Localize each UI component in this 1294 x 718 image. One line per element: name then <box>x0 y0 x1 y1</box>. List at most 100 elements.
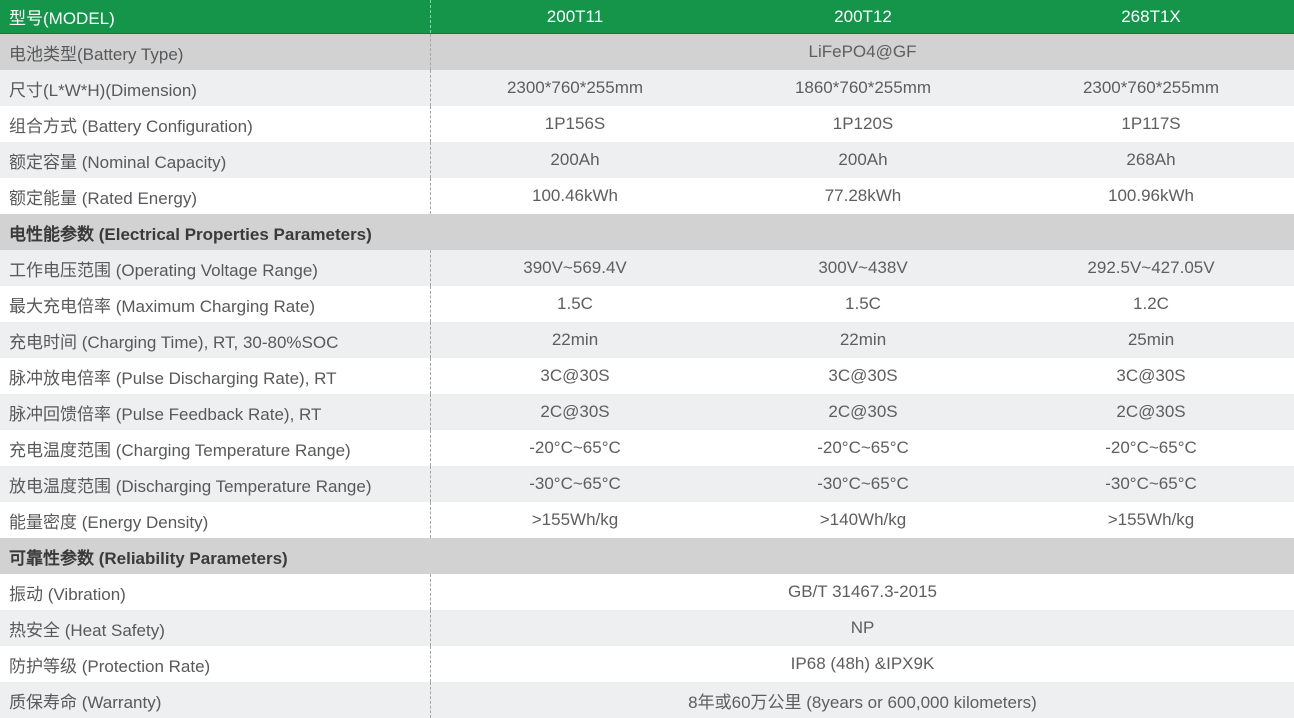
row-values: >155Wh/kg >140Wh/kg >155Wh/kg <box>430 502 1294 538</box>
row-values: 3C@30S 3C@30S 3C@30S <box>430 358 1294 394</box>
cell-value: 3C@30S <box>1116 366 1186 385</box>
row-values: 1P156S 1P120S 1P117S <box>430 106 1294 142</box>
table-row-rated-energy: 额定能量 (Rated Energy) 100.46kWh 77.28kWh 1… <box>0 178 1294 214</box>
cell-value: 390V~569.4V <box>523 258 627 277</box>
cell-value: 2C@30S <box>828 402 898 421</box>
cell-value: 100.46kWh <box>532 186 618 205</box>
cell-value: LiFePO4@GF <box>808 42 917 61</box>
row-values: 1.5C 1.5C 1.2C <box>430 286 1294 322</box>
header-row: 型号(MODEL) 200T11 200T12 268T1X <box>0 0 1294 34</box>
table-row-vibration: 振动 (Vibration) GB/T 31467.3-2015 <box>0 574 1294 610</box>
section-header-electrical: 电性能参数 (Electrical Properties Parameters) <box>0 214 1294 250</box>
table-row-battery-type: 电池类型(Battery Type) LiFePO4@GF <box>0 34 1294 70</box>
table-row-configuration: 组合方式 (Battery Configuration) 1P156S 1P12… <box>0 106 1294 142</box>
row-values: 2300*760*255mm 1860*760*255mm 2300*760*2… <box>430 70 1294 106</box>
row-label: 组合方式 (Battery Configuration) <box>9 116 253 136</box>
cell-value: -20°C~65°C <box>1105 438 1197 457</box>
cell-value: 200Ah <box>838 150 888 169</box>
cell-value: 2C@30S <box>540 402 610 421</box>
row-label: 充电时间 (Charging Time), RT, 30-80%SOC <box>9 332 339 352</box>
table-row-pulse-discharging: 脉冲放电倍率 (Pulse Discharging Rate), RT 3C@3… <box>0 358 1294 394</box>
row-label: 脉冲回馈倍率 (Pulse Feedback Rate), RT <box>9 404 322 424</box>
cell-value: 1P117S <box>1121 114 1181 133</box>
cell-value: 8年或60万公里 (8years or 600,000 kilometers) <box>688 692 1037 712</box>
cell-value: 300V~438V <box>818 258 908 277</box>
cell-value: >155Wh/kg <box>531 510 619 529</box>
row-label: 额定能量 (Rated Energy) <box>9 188 197 208</box>
cell-value: 292.5V~427.05V <box>1087 258 1215 277</box>
row-label: 能量密度 (Energy Density) <box>9 512 209 532</box>
cell-value: 22min <box>839 330 887 349</box>
cell-value: 1P120S <box>832 114 894 133</box>
cell-value: 268Ah <box>1126 150 1176 169</box>
row-values: 100.46kWh 77.28kWh 100.96kWh <box>430 178 1294 214</box>
row-label: 最大充电倍率 (Maximum Charging Rate) <box>9 296 316 316</box>
row-values: 2C@30S 2C@30S 2C@30S <box>430 394 1294 430</box>
table-row-warranty: 质保寿命 (Warranty) 8年或60万公里 (8years or 600,… <box>0 682 1294 718</box>
cell-value: 1.5C <box>845 294 881 313</box>
table-row-heat-safety: 热安全 (Heat Safety) NP <box>0 610 1294 646</box>
table-row-charging-temp: 充电温度范围 (Charging Temperature Range) -20°… <box>0 430 1294 466</box>
row-values: 390V~569.4V 300V~438V 292.5V~427.05V <box>430 250 1294 286</box>
model-header-200t12: 200T12 <box>834 6 892 26</box>
cell-value: >155Wh/kg <box>1107 510 1195 529</box>
section-title: 可靠性参数 (Reliability Parameters) <box>9 548 288 568</box>
row-label: 放电温度范围 (Discharging Temperature Range) <box>9 476 372 496</box>
row-values: 8年或60万公里 (8years or 600,000 kilometers) <box>430 682 1294 718</box>
table-row-discharging-temp: 放电温度范围 (Discharging Temperature Range) -… <box>0 466 1294 502</box>
cell-value: GB/T 31467.3-2015 <box>787 582 937 601</box>
row-label: 防护等级 (Protection Rate) <box>9 656 211 676</box>
table-row-protection-rate: 防护等级 (Protection Rate) IP68 (48h) &IPX9K <box>0 646 1294 682</box>
section-header-reliability: 可靠性参数 (Reliability Parameters) <box>0 538 1294 574</box>
row-label: 充电温度范围 (Charging Temperature Range) <box>9 440 351 460</box>
row-values: GB/T 31467.3-2015 <box>430 574 1294 610</box>
table-row-max-charging-rate: 最大充电倍率 (Maximum Charging Rate) 1.5C 1.5C… <box>0 286 1294 322</box>
cell-value: IP68 (48h) &IPX9K <box>790 654 935 673</box>
cell-value: -30°C~65°C <box>817 474 909 493</box>
cell-value: 2C@30S <box>1116 402 1186 421</box>
row-values: LiFePO4@GF <box>430 34 1294 70</box>
row-values: 22min 22min 25min <box>430 322 1294 358</box>
cell-value: 100.96kWh <box>1108 186 1194 205</box>
cell-value: 1860*760*255mm <box>794 78 932 97</box>
row-values: -20°C~65°C -20°C~65°C -20°C~65°C <box>430 430 1294 466</box>
row-values: NP <box>430 610 1294 646</box>
cell-value: 1.2C <box>1133 294 1169 313</box>
row-label: 电池类型(Battery Type) <box>9 44 184 64</box>
cell-value: NP <box>850 618 875 637</box>
row-label: 额定容量 (Nominal Capacity) <box>9 152 227 172</box>
cell-value: 1.5C <box>557 294 593 313</box>
row-label: 热安全 (Heat Safety) <box>9 620 165 640</box>
cell-value: 1P156S <box>544 114 606 133</box>
cell-value: 25min <box>1127 330 1175 349</box>
table-row-pulse-feedback: 脉冲回馈倍率 (Pulse Feedback Rate), RT 2C@30S … <box>0 394 1294 430</box>
row-label: 工作电压范围 (Operating Voltage Range) <box>9 260 318 280</box>
row-label: 质保寿命 (Warranty) <box>9 692 162 712</box>
section-title: 电性能参数 (Electrical Properties Parameters) <box>9 224 372 244</box>
cell-value: 3C@30S <box>540 366 610 385</box>
cell-value: 3C@30S <box>828 366 898 385</box>
cell-value: -20°C~65°C <box>529 438 621 457</box>
row-label: 振动 (Vibration) <box>9 584 126 604</box>
cell-value: 200Ah <box>550 150 600 169</box>
cell-value: 2300*760*255mm <box>506 78 644 97</box>
cell-value: -30°C~65°C <box>529 474 621 493</box>
cell-value: 77.28kWh <box>824 186 902 205</box>
cell-value: -30°C~65°C <box>1105 474 1197 493</box>
table-row-energy-density: 能量密度 (Energy Density) >155Wh/kg >140Wh/k… <box>0 502 1294 538</box>
model-header-200t11: 200T11 <box>546 6 604 26</box>
table-row-charging-time: 充电时间 (Charging Time), RT, 30-80%SOC 22mi… <box>0 322 1294 358</box>
table-row-dimension: 尺寸(L*W*H)(Dimension) 2300*760*255mm 1860… <box>0 70 1294 106</box>
row-label: 脉冲放电倍率 (Pulse Discharging Rate), RT <box>9 368 337 388</box>
table-row-voltage-range: 工作电压范围 (Operating Voltage Range) 390V~56… <box>0 250 1294 286</box>
cell-value: -20°C~65°C <box>817 438 909 457</box>
row-values: IP68 (48h) &IPX9K <box>430 646 1294 682</box>
model-header-268t1x: 268T1X <box>1121 6 1181 26</box>
row-values: 200Ah 200Ah 268Ah <box>430 142 1294 178</box>
row-values: -30°C~65°C -30°C~65°C -30°C~65°C <box>430 466 1294 502</box>
cell-value: >140Wh/kg <box>819 510 907 529</box>
cell-value: 22min <box>551 330 599 349</box>
model-column-label: 型号(MODEL) <box>9 9 115 28</box>
table-row-nominal-capacity: 额定容量 (Nominal Capacity) 200Ah 200Ah 268A… <box>0 142 1294 178</box>
